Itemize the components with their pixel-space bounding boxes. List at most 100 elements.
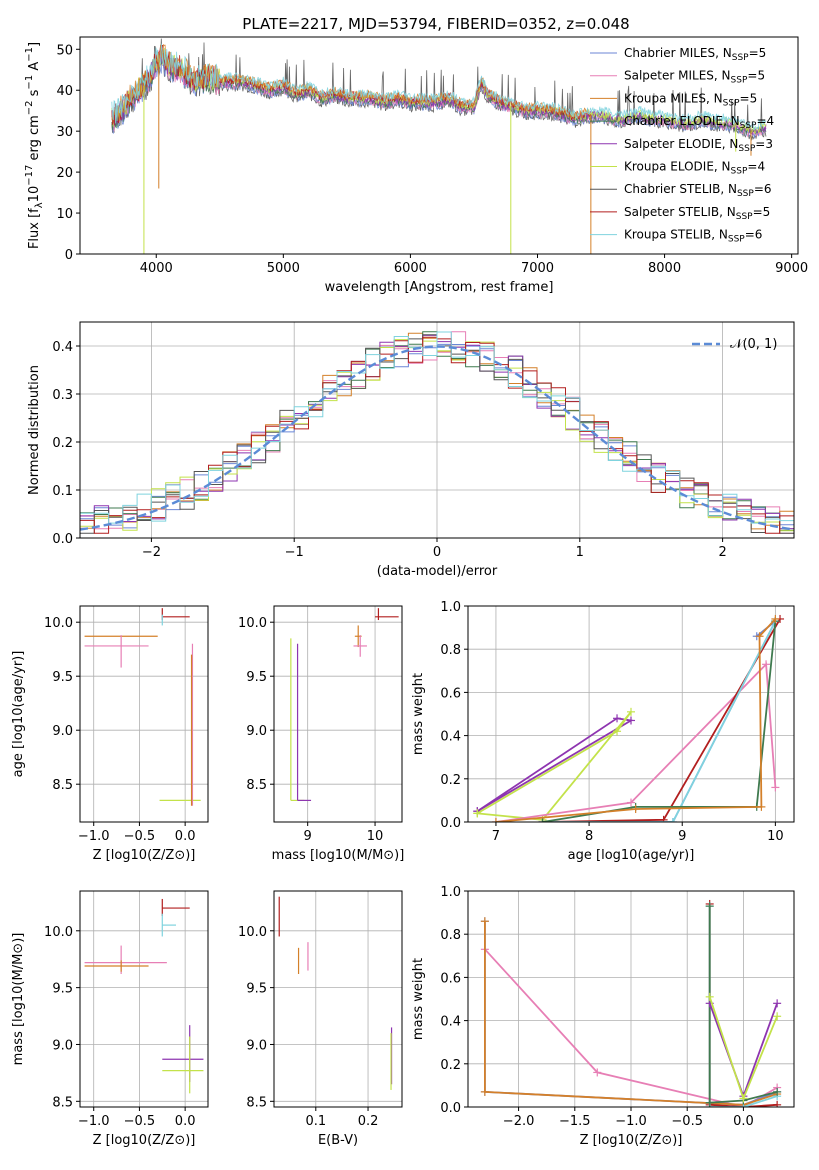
legend-text: Salpeter MILES, N (624, 69, 731, 83)
x-tick-label: 6000 (394, 261, 427, 276)
spectrum-series-8 (111, 43, 767, 131)
y-tick-label: 20 (56, 166, 73, 181)
axes-frame (467, 605, 795, 823)
y-label-part: Flux [f (27, 208, 42, 249)
y-axis-label: age [log10(age/yr)] (11, 651, 26, 778)
x-tick-label: −2 (142, 545, 161, 560)
x-tick-label: 0.0 (175, 1114, 196, 1129)
legend-eq: =5 (749, 46, 767, 60)
x-tick-label: −1.0 (78, 829, 110, 844)
age-vs-Z-panel: −1.0 −0.5 0.0 8.5 9.0 9.5 10.0 Z [log10(Z/Z⊙)] a… (11, 605, 209, 863)
spectrum-series-7 (111, 43, 589, 122)
residuals-panel: −2 −1 0 1 2 0.0 0.1 0.2 0.3 0.4 (data-model)/error… (27, 321, 795, 579)
legend-subscript: SSP (732, 53, 749, 63)
legend-text: Kroupa STELIB, N (624, 228, 728, 242)
legend-text: Chabrier MILES, N (624, 46, 732, 60)
legend-subscript: SSP (731, 76, 748, 86)
x-tick-label: 0.0 (175, 829, 196, 844)
weight-series-5 (542, 620, 777, 822)
y-tick-label: 10.0 (238, 616, 267, 631)
weight-series-2 (495, 662, 777, 822)
x-axis-label: (data-model)/error (377, 564, 498, 579)
y-tick-label: 0.8 (440, 643, 461, 658)
y-tick-label: 9.5 (246, 670, 267, 685)
y-tick-label: 8.5 (52, 778, 73, 793)
y-axis-label: Flux [fλ10−17 erg cm−2 s−1 A−1] (24, 42, 45, 249)
legend-text: Salpeter STELIB, N (624, 205, 736, 219)
x-axis-label: Z [log10(Z/Z⊙)] (580, 1133, 683, 1148)
weight-series-0 (476, 717, 634, 812)
legend-label: Kroupa STELIB, NSSP=6 (624, 228, 762, 245)
y-tick-label: 0.8 (440, 928, 461, 943)
axes-frame (79, 605, 209, 823)
y-tick-label: 0.0 (440, 816, 461, 831)
y-axis-label: mass [log10(M/M⊙)] (11, 933, 26, 1066)
y-tick-label: 0.4 (440, 1015, 461, 1030)
legend-text: Chabrier STELIB, N (624, 182, 737, 196)
legend-eq: =6 (754, 182, 772, 196)
y-tick-label: 9.0 (52, 724, 73, 739)
legend-subscript: SSP (740, 121, 757, 131)
axes-frame (79, 321, 795, 539)
legend-label: Chabrier ELODIE, NSSP=4 (624, 114, 774, 131)
legend-eq: =5 (753, 205, 771, 219)
y-label-part: A (27, 62, 42, 75)
y-tick-label: 9.0 (246, 1038, 267, 1053)
x-tick-label: −1.0 (78, 1114, 110, 1129)
weight-vs-Z-panel: −2.0 −1.5 −1.0 −0.5 0.0 0.0 0.2 0.4 0.6 0.8 1.0 Z [… (411, 885, 795, 1148)
legend-subscript: SSP (736, 212, 753, 222)
y-tick-label: 0.4 (440, 730, 461, 745)
weight-series-3 (542, 620, 777, 822)
x-axis-label: mass [log10(M/M⊙)] (272, 848, 405, 863)
legend-subscript: SSP (738, 144, 755, 154)
legend-label: Chabrier MILES, NSSP=5 (624, 46, 766, 63)
y-label-part: erg cm (27, 115, 42, 164)
figure-title: PLATE=2217, MJD=53794, FIBERID=0352, z=0… (242, 15, 629, 33)
y-tick-label: 9.0 (52, 1038, 73, 1053)
crosses (84, 608, 201, 806)
x-tick-label: −1 (285, 545, 304, 560)
axes-frame (273, 605, 403, 823)
y-label-part: −2 (24, 100, 35, 115)
x-tick-label: 0.1 (305, 1114, 326, 1129)
weight-lines (473, 614, 785, 822)
axes-frame (273, 890, 403, 1108)
legend-eq: =6 (745, 228, 763, 242)
y-axis-label: mass weight (411, 673, 426, 755)
legend-label: Salpeter ELODIE, NSSP=3 (624, 137, 773, 154)
x-tick-label: 1 (576, 545, 584, 560)
legend-eq: =5 (740, 91, 758, 105)
y-tick-label: 0.6 (440, 971, 461, 986)
x-tick-label: 0 (433, 545, 441, 560)
y-tick-label: 0.2 (440, 1058, 461, 1073)
axes-frame (79, 890, 209, 1108)
legend-label: Chabrier STELIB, NSSP=6 (624, 182, 772, 199)
y-label-part: s (27, 89, 42, 100)
y-label-part: λ (34, 202, 45, 208)
y-tick-label: 9.5 (52, 982, 73, 997)
y-tick-label: 10.0 (44, 616, 73, 631)
x-tick-label: 8 (585, 829, 593, 844)
age-vs-mass-panel: 9 10 8.5 9.0 9.5 10.0 mass [log10(M/M⊙)] (238, 605, 405, 863)
y-tick-label: 0.6 (440, 686, 461, 701)
x-tick-label: 7000 (521, 261, 554, 276)
y-tick-label: 10 (56, 207, 73, 222)
axes-frame (79, 36, 799, 255)
legend-text: Kroupa ELODIE, N (624, 160, 731, 174)
y-tick-label: 0.0 (52, 532, 73, 547)
y-tick-label: 30 (56, 125, 73, 140)
x-tick-label: −0.5 (124, 829, 156, 844)
x-axis-label: wavelength [Angstrom, rest frame] (325, 280, 554, 295)
weight-series-6 (542, 621, 777, 822)
x-axis-label: Z [log10(Z/Z⊙)] (93, 1133, 196, 1148)
y-tick-label: 9.0 (246, 724, 267, 739)
axes-frame (467, 890, 795, 1108)
y-tick-label: 1.0 (440, 885, 461, 900)
y-tick-label: 0.3 (52, 388, 73, 403)
y-tick-label: 10.0 (44, 925, 73, 940)
x-axis-label: age [log10(age/yr)] (568, 848, 695, 863)
x-tick-label: 9 (304, 829, 312, 844)
crosses (278, 896, 393, 1090)
y-tick-label: 0.2 (52, 436, 73, 451)
